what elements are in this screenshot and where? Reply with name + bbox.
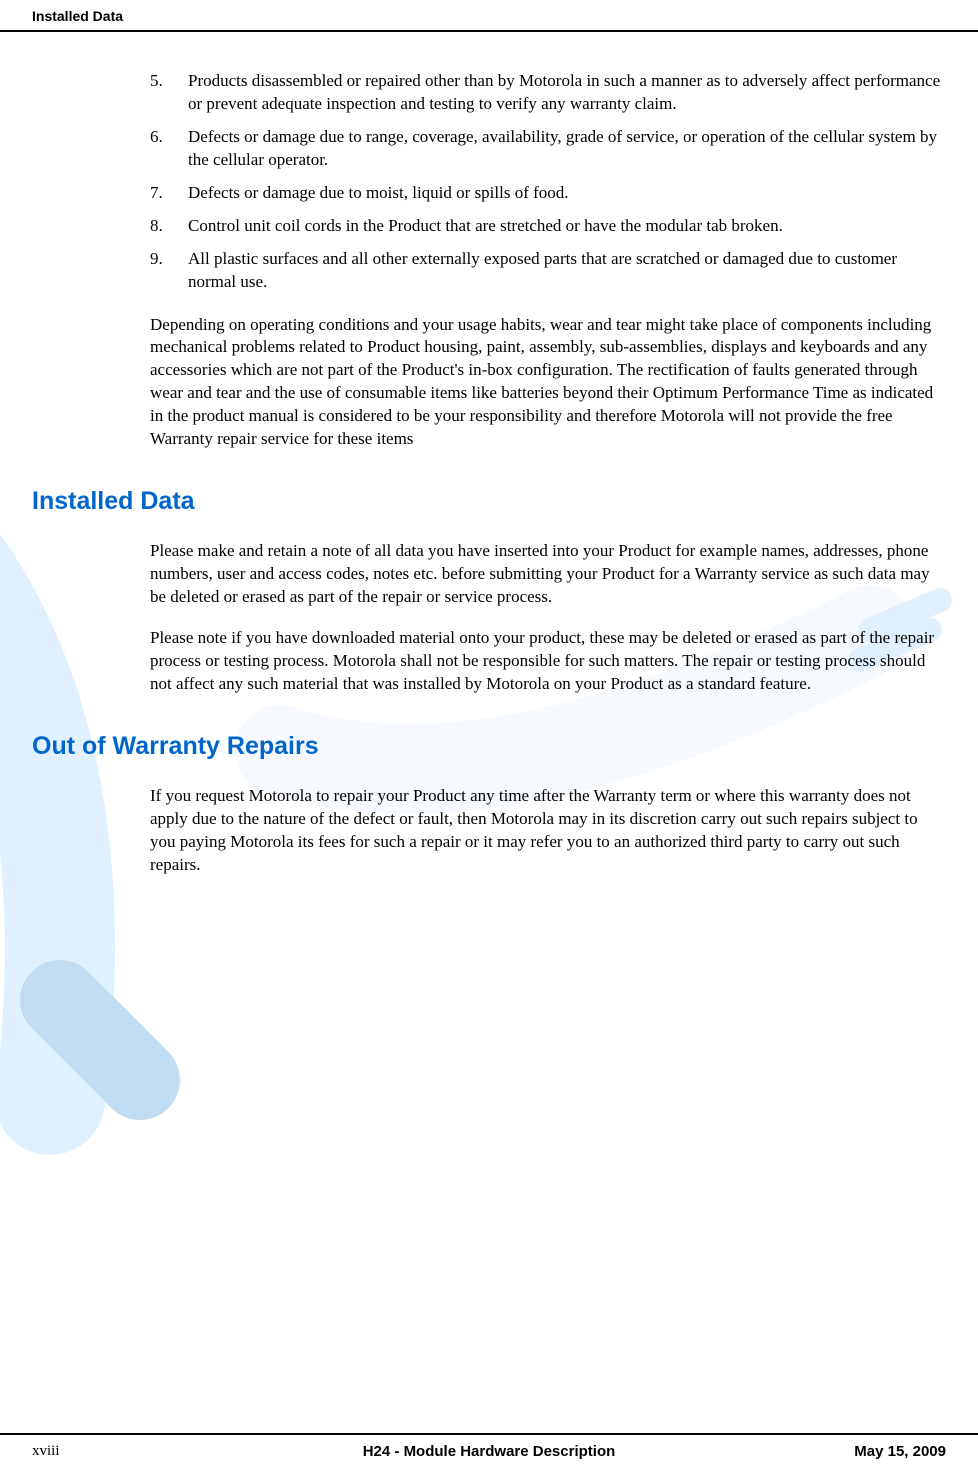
page-header: Installed Data — [0, 0, 978, 32]
warranty-exclusions-list: 5. Products disassembled or repaired oth… — [150, 70, 946, 294]
list-text: Control unit coil cords in the Product t… — [188, 215, 946, 238]
list-number: 6. — [150, 126, 188, 172]
footer-title: H24 - Module Hardware Description — [363, 1443, 616, 1460]
list-item: 7. Defects or damage due to moist, liqui… — [150, 182, 946, 205]
list-text: Products disassembled or repaired other … — [188, 70, 946, 116]
list-text: Defects or damage due to moist, liquid o… — [188, 182, 946, 205]
page-number: xviii — [32, 1443, 60, 1460]
installed-data-para-1: Please make and retain a note of all dat… — [150, 540, 946, 609]
list-item: 9. All plastic surfaces and all other ex… — [150, 248, 946, 294]
list-text: All plastic surfaces and all other exter… — [188, 248, 946, 294]
page-footer: xviii H24 - Module Hardware Description … — [0, 1433, 978, 1460]
wear-tear-paragraph: Depending on operating conditions and yo… — [150, 314, 946, 452]
list-text: Defects or damage due to range, coverage… — [188, 126, 946, 172]
installed-data-para-2: Please note if you have downloaded mater… — [150, 627, 946, 696]
out-of-warranty-heading: Out of Warranty Repairs — [32, 732, 946, 761]
list-item: 6. Defects or damage due to range, cover… — [150, 126, 946, 172]
list-item: 8. Control unit coil cords in the Produc… — [150, 215, 946, 238]
header-section-title: Installed Data — [32, 8, 123, 24]
list-number: 8. — [150, 215, 188, 238]
list-item: 5. Products disassembled or repaired oth… — [150, 70, 946, 116]
list-number: 5. — [150, 70, 188, 116]
list-number: 7. — [150, 182, 188, 205]
out-of-warranty-para: If you request Motorola to repair your P… — [150, 785, 946, 877]
list-number: 9. — [150, 248, 188, 294]
footer-date: May 15, 2009 — [854, 1443, 946, 1460]
installed-data-heading: Installed Data — [32, 487, 946, 516]
main-content: 5. Products disassembled or repaired oth… — [0, 32, 978, 877]
